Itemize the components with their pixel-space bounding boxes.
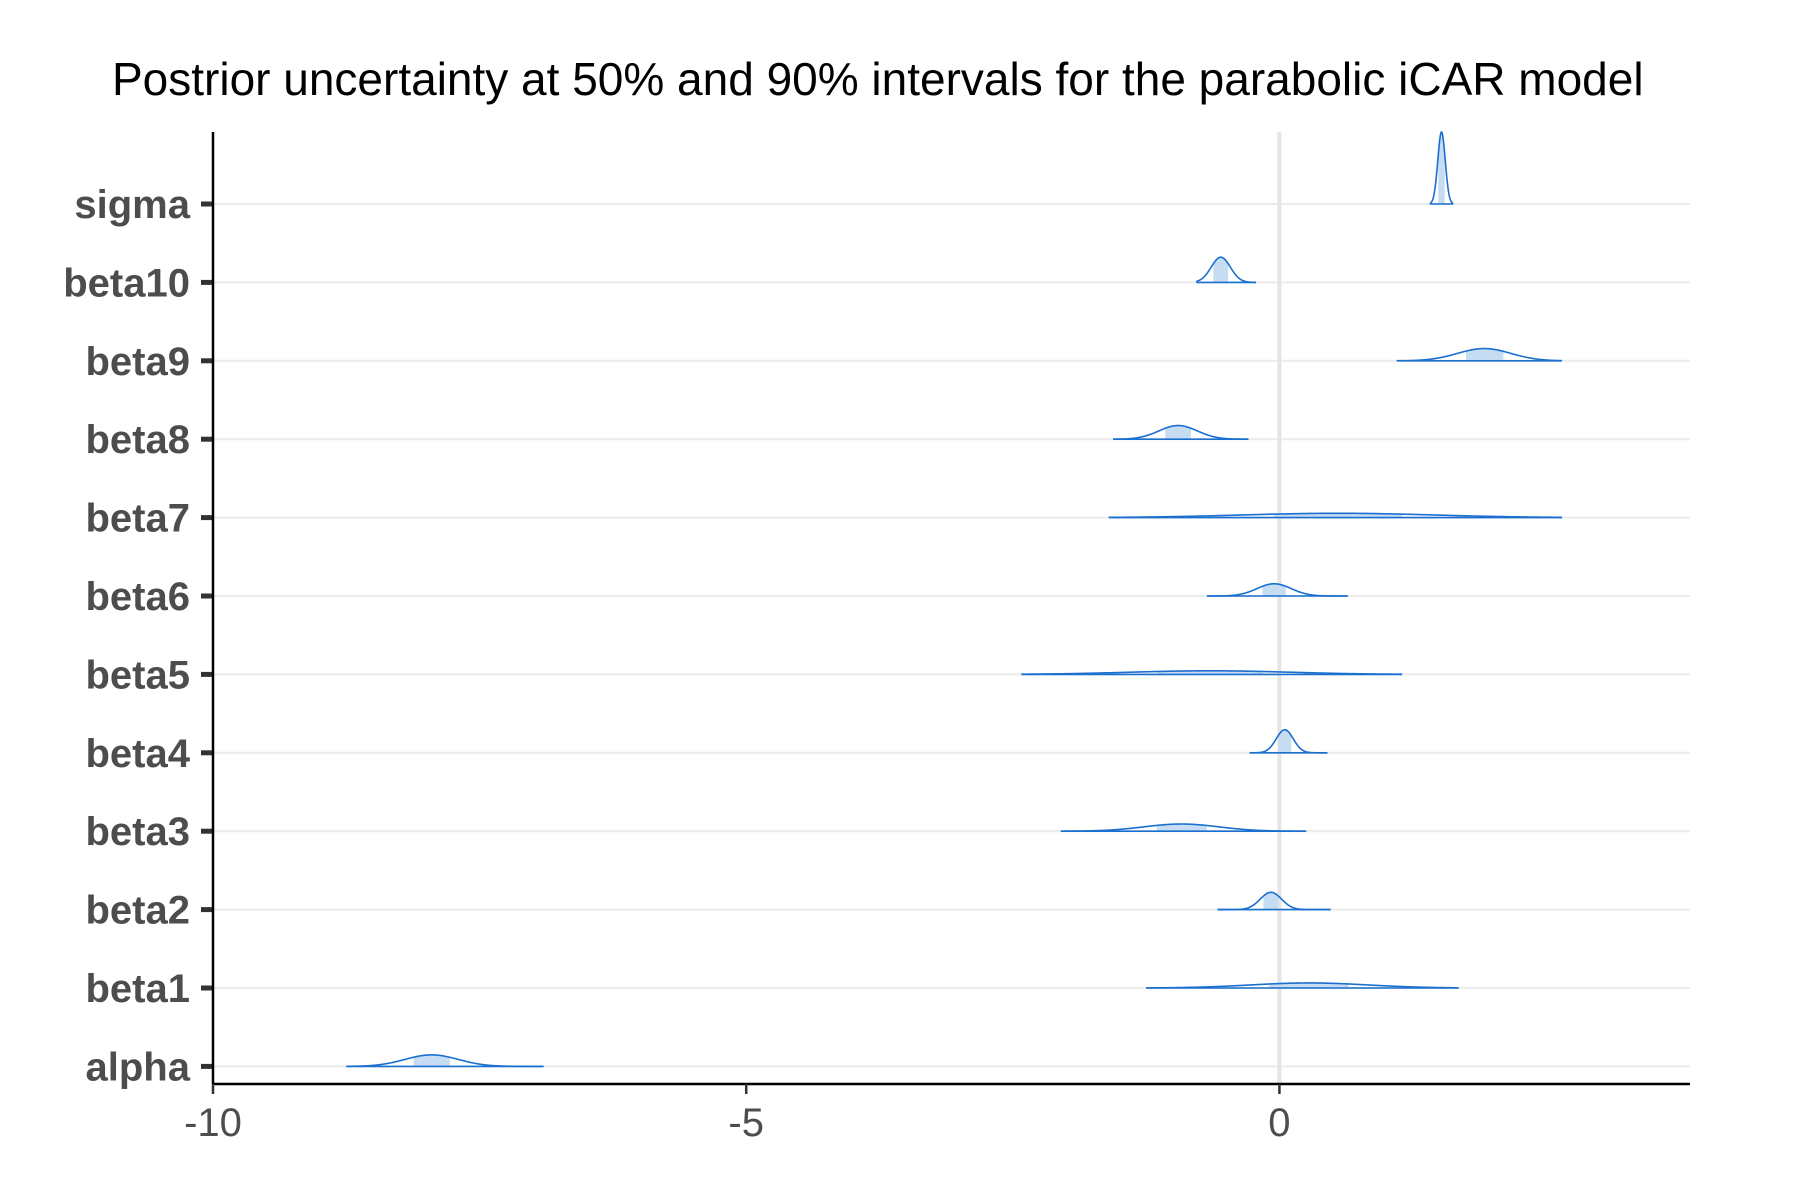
- interval-50-beta7: [1274, 513, 1403, 518]
- interval-50-beta6: [1262, 583, 1286, 596]
- interval-50-beta1: [1268, 982, 1349, 988]
- density-beta5: [1021, 670, 1403, 675]
- interval-50-beta4: [1278, 729, 1292, 753]
- interval-50-sigma: [1438, 132, 1445, 204]
- y-tick-label-beta9: beta9: [86, 340, 191, 384]
- density-beta1: [1146, 982, 1459, 989]
- interval-50-beta8: [1165, 425, 1191, 440]
- chart-title: Postrior uncertainty at 50% and 90% inte…: [112, 53, 1644, 105]
- y-tick-label-beta1: beta1: [86, 967, 191, 1011]
- y-tick-label-beta8: beta8: [86, 418, 191, 462]
- x-tick-label-2: 0: [1268, 1101, 1290, 1145]
- y-tick-label-beta6: beta6: [86, 575, 191, 619]
- y-tick-label-beta4: beta4: [86, 732, 191, 776]
- y-tick-label-sigma: sigma: [74, 183, 190, 227]
- y-tick-label-beta10: beta10: [63, 261, 190, 305]
- y-tick-label-beta2: beta2: [86, 889, 191, 933]
- y-tick-label-beta3: beta3: [86, 810, 191, 854]
- density-sigma: [1429, 131, 1454, 205]
- interval-50-beta2: [1263, 892, 1279, 910]
- x-tick-label-0: -10: [184, 1101, 242, 1145]
- interval-50-beta10: [1213, 257, 1229, 283]
- interval-50-beta9: [1466, 348, 1504, 361]
- density-beta9: [1396, 347, 1563, 362]
- y-tick-label-beta7: beta7: [86, 497, 191, 541]
- y-tick-label-alpha: alpha: [86, 1045, 191, 1089]
- y-tick-label-beta5: beta5: [86, 653, 191, 697]
- density-beta7: [1108, 512, 1563, 519]
- x-tick-label-1: -5: [728, 1101, 764, 1145]
- interval-50-alpha: [413, 1054, 450, 1067]
- interval-50-beta3: [1156, 824, 1207, 832]
